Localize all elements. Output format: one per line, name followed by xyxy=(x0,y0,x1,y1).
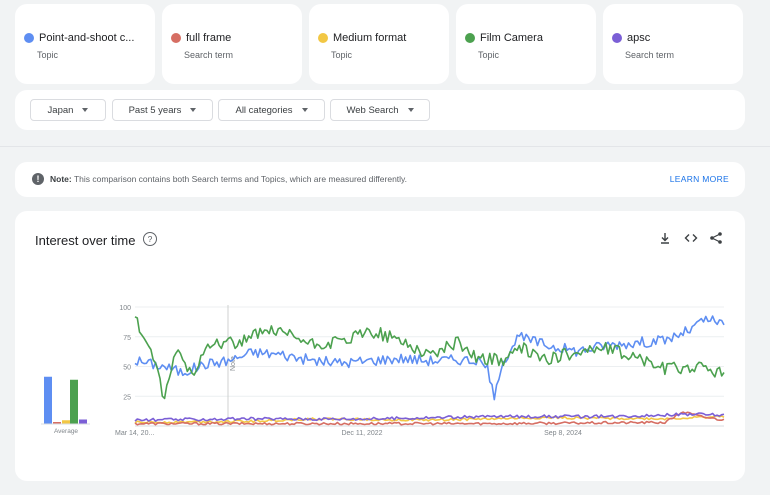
region-dropdown[interactable]: Japan xyxy=(30,99,106,121)
x-tick-label: Sep 8, 2024 xyxy=(544,430,582,437)
term-card-5[interactable]: apsc Search term xyxy=(603,4,743,84)
series-line xyxy=(134,415,725,424)
note-marker-label: Note xyxy=(230,356,237,371)
category-dropdown[interactable]: All categories xyxy=(218,99,325,121)
caret-down-icon xyxy=(82,108,89,112)
interest-over-time-card: Interest over time ? 25 50 75 100 Mar 14, 20… xyxy=(15,211,745,481)
average-bar xyxy=(79,419,87,424)
term-name: Film Camera xyxy=(480,32,543,44)
term-type: Topic xyxy=(478,50,500,60)
interest-chart: 25 50 75 100 Mar 14, 20... Dec 11, 2022 Sep 8,… xyxy=(41,305,725,437)
average-bar xyxy=(70,379,78,424)
series-color-dot xyxy=(318,33,328,43)
term-type: Search term xyxy=(625,50,675,60)
series-line xyxy=(134,315,725,401)
term-type: Topic xyxy=(331,50,353,60)
series-color-dot xyxy=(171,33,181,43)
region-value: Japan xyxy=(47,104,74,116)
caret-down-icon xyxy=(190,108,197,112)
note-text: Note: This comparison contains both Sear… xyxy=(50,174,407,184)
term-card-2[interactable]: full frame Search term xyxy=(162,4,302,84)
series-line xyxy=(134,411,725,426)
help-icon[interactable]: ? xyxy=(143,232,157,246)
search-type-dropdown[interactable]: Web Search xyxy=(330,99,430,121)
y-tick-label: 100 xyxy=(119,305,131,312)
note-label: Note: xyxy=(50,174,72,184)
note-banner: ! Note: This comparison contains both Se… xyxy=(15,162,745,197)
term-name: Medium format xyxy=(333,32,407,44)
period-value: Past 5 years xyxy=(128,104,182,116)
y-tick-label: 75 xyxy=(123,335,131,342)
x-tick-label: Mar 14, 20... xyxy=(115,430,154,437)
average-bar xyxy=(53,422,61,424)
filter-bar: Japan Past 5 years All categories Web Se… xyxy=(15,90,745,130)
average-bar xyxy=(44,376,52,424)
note-message: This comparison contains both Search ter… xyxy=(73,174,408,184)
x-tick-label: Dec 11, 2022 xyxy=(341,430,382,437)
caret-down-icon xyxy=(407,108,414,112)
embed-code-icon[interactable] xyxy=(683,231,699,247)
share-icon[interactable] xyxy=(708,231,724,247)
category-value: All categories xyxy=(235,104,293,116)
download-icon[interactable] xyxy=(657,231,673,247)
term-card-3[interactable]: Medium format Topic xyxy=(309,4,449,84)
learn-more-link[interactable]: LEARN MORE xyxy=(669,174,729,184)
term-name: apsc xyxy=(627,32,651,44)
average-bar xyxy=(62,420,70,424)
info-icon: ! xyxy=(32,173,44,185)
term-type: Topic xyxy=(37,50,59,60)
section-divider xyxy=(0,146,770,147)
chart-title: Interest over time xyxy=(35,233,136,248)
term-type: Search term xyxy=(184,50,234,60)
average-label: Average xyxy=(54,428,78,435)
series-color-dot xyxy=(612,33,622,43)
caret-down-icon xyxy=(301,108,308,112)
term-card-4[interactable]: Film Camera Topic xyxy=(456,4,596,84)
term-name: Point-and-shoot c... xyxy=(39,32,135,44)
series-line xyxy=(134,316,725,400)
search-type-value: Web Search xyxy=(346,104,399,116)
y-tick-label: 25 xyxy=(123,394,131,401)
term-name: full frame xyxy=(186,32,232,44)
series-color-dot xyxy=(465,33,475,43)
y-tick-label: 50 xyxy=(123,365,131,372)
series-color-dot xyxy=(24,33,34,43)
period-dropdown[interactable]: Past 5 years xyxy=(112,99,213,121)
term-card-1[interactable]: Point-and-shoot c... Topic xyxy=(15,4,155,84)
series-line xyxy=(134,412,725,422)
